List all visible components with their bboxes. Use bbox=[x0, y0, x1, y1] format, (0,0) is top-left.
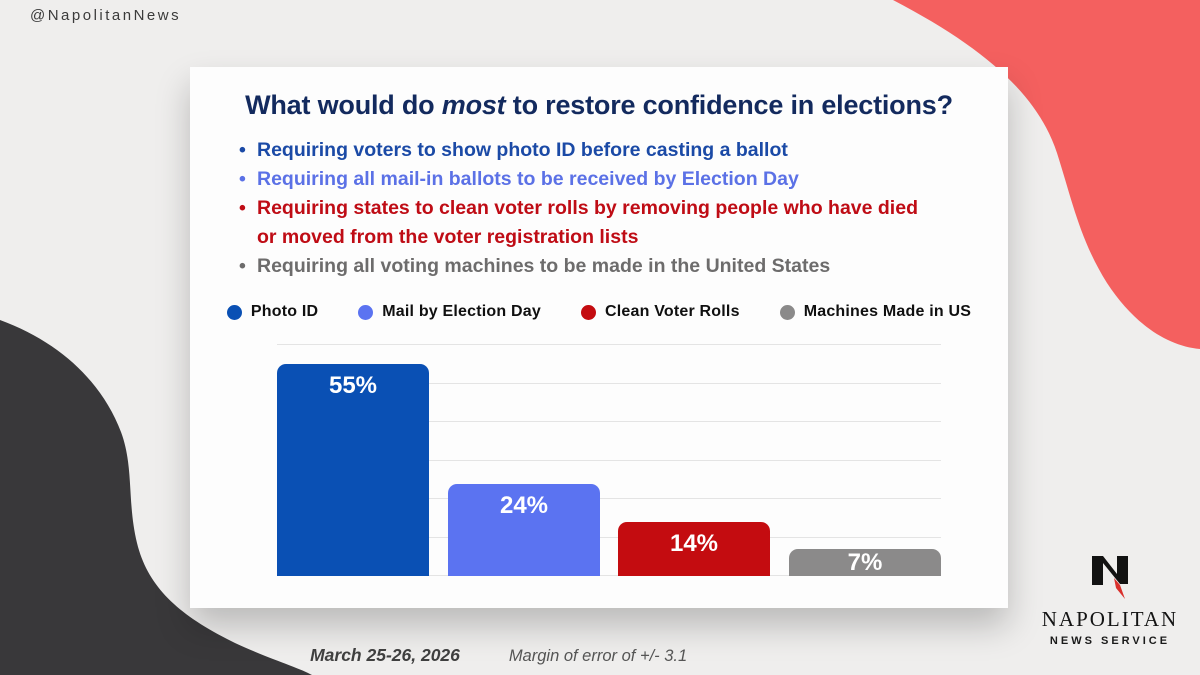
title-suffix: to restore confidence in elections? bbox=[505, 90, 953, 120]
logo-subtitle: NEWS SERVICE bbox=[1049, 635, 1171, 647]
gridline-0 bbox=[277, 575, 941, 576]
bullet-item-3: • Requiring all voting machines to be mad… bbox=[239, 252, 969, 281]
survey-date: March 25-26, 2026 bbox=[310, 645, 460, 665]
bar-value-label: 24% bbox=[499, 491, 549, 519]
dark-corner-blob bbox=[0, 320, 312, 675]
bullet-text: Requiring all mail-in ballots to be rece… bbox=[257, 168, 799, 190]
title-emphasis: most bbox=[441, 90, 506, 120]
legend-label: Mail by Election Day bbox=[382, 303, 541, 320]
bullet-dot: • bbox=[239, 255, 246, 277]
gridline-20 bbox=[277, 498, 941, 499]
gridline-10 bbox=[277, 536, 941, 538]
page-title: What would do most to restore confidence… bbox=[190, 90, 1008, 121]
gridline-50 bbox=[277, 382, 941, 384]
bullet-item-0: • Requiring voters to show photo ID befor… bbox=[239, 136, 969, 165]
legend-item-1: Mail by Election Day bbox=[358, 303, 541, 321]
legend-item-2: Clean Voter Rolls bbox=[580, 303, 740, 321]
legend-color-dot bbox=[358, 304, 374, 320]
legend-color-dot bbox=[226, 304, 242, 320]
bar-value-label: 55% bbox=[328, 372, 378, 400]
bar-clean-voter-rolls: 14% bbox=[618, 522, 770, 576]
social-handle: @NapolitanNews bbox=[30, 7, 182, 24]
title-prefix: What would do bbox=[245, 90, 442, 120]
bullet-text: Requiring voters to show photo ID before… bbox=[257, 139, 788, 161]
gridline-30 bbox=[277, 459, 941, 461]
margin-of-error: Margin of error of +/- 3.1 bbox=[508, 647, 688, 665]
legend-label: Clean Voter Rolls bbox=[604, 303, 740, 320]
gridline-60 bbox=[277, 344, 941, 345]
napolitan-logo: NAPOLITAN NEWS SERVICE bbox=[1040, 554, 1180, 647]
legend-item-3: Machines Made in US bbox=[779, 303, 972, 321]
bullet-text: Requiring states to clean voter rolls by… bbox=[257, 197, 918, 219]
bullet-dot: • bbox=[239, 168, 246, 190]
logo-name: NAPOLITAN bbox=[1041, 607, 1179, 631]
bar-machines-made-in-us: 7% bbox=[789, 549, 941, 576]
bullet-item-2: • Requiring states to clean voter rolls b… bbox=[239, 194, 969, 223]
answer-option-list: • Requiring voters to show photo ID befor… bbox=[239, 136, 969, 281]
bar-mail-by-election-day: 24% bbox=[448, 483, 600, 576]
bar-photo-id: 55% bbox=[277, 364, 429, 576]
napolitan-n-icon bbox=[1092, 556, 1128, 599]
bullet-text: Requiring all voting machines to be made… bbox=[257, 255, 831, 277]
bullet-dot: • bbox=[239, 139, 246, 161]
legend-label: Machines Made in US bbox=[803, 303, 972, 320]
chart-card: What would do most to restore confidence… bbox=[190, 67, 1008, 608]
bar-value-label: 14% bbox=[669, 530, 719, 558]
bullet-dot: • bbox=[239, 197, 246, 219]
legend-label: Photo ID bbox=[250, 303, 319, 320]
gridline-40 bbox=[277, 421, 941, 422]
legend-color-dot bbox=[580, 304, 596, 320]
legend-color-dot bbox=[779, 304, 795, 320]
red-corner-blob bbox=[893, 0, 1200, 349]
legend-item-0: Photo ID bbox=[226, 303, 319, 321]
bullet-item-1: • Requiring all mail-in ballots to be rec… bbox=[239, 165, 969, 194]
chart-legend: Photo ID Mail by Election Day Clean Voter … bbox=[190, 303, 1008, 321]
bullet-dot bbox=[239, 223, 257, 252]
bar-chart-plot-area: 55% 24% 14% 7% bbox=[277, 344, 941, 576]
bullet-item-2-cont: or moved from the voter registration lis… bbox=[239, 223, 969, 252]
bullet-text: or moved from the voter registration lis… bbox=[257, 226, 639, 248]
bar-value-label: 7% bbox=[847, 548, 883, 576]
